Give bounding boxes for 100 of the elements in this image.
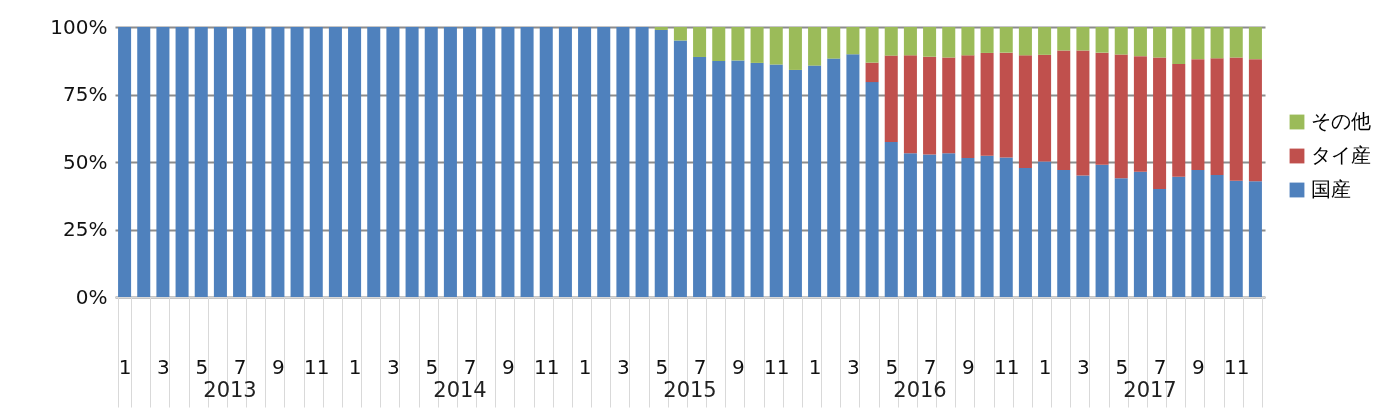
legend-label: タイ産 — [1311, 143, 1371, 167]
x-tick-label: 9 — [962, 354, 975, 379]
bar — [1133, 171, 1147, 297]
bar — [213, 27, 227, 297]
x-tick-label: 3 — [1077, 354, 1090, 379]
bar — [252, 27, 266, 297]
bar — [1114, 54, 1128, 179]
bar — [712, 61, 726, 297]
bar — [846, 54, 860, 297]
bar — [1076, 27, 1090, 51]
bar — [578, 27, 592, 297]
bar — [654, 29, 668, 297]
bar — [558, 27, 572, 297]
bar — [1210, 27, 1224, 59]
x-tick-label: 1 — [1038, 354, 1052, 379]
bar — [1153, 57, 1167, 189]
bar — [1229, 180, 1243, 297]
bar — [635, 27, 649, 297]
bar — [1248, 27, 1262, 60]
x-tick-label: 11 — [304, 354, 330, 379]
bar — [1076, 50, 1090, 176]
x-tick-label: 3 — [387, 354, 400, 379]
bar — [1248, 59, 1262, 182]
bar — [750, 27, 764, 63]
bar — [1153, 189, 1167, 297]
bar — [194, 27, 208, 297]
x-tick-label: 1 — [578, 354, 592, 379]
bar — [1018, 55, 1032, 168]
x-tick-label: 9 — [1192, 354, 1205, 379]
x-tick-label: 7 — [923, 354, 937, 379]
y-tick-label: 100% — [50, 14, 108, 39]
bar — [961, 157, 975, 297]
bar — [1191, 27, 1205, 60]
bar — [118, 27, 132, 297]
bar — [884, 55, 898, 143]
bar — [1038, 54, 1052, 162]
bar — [884, 27, 898, 56]
x-tick-label: 7 — [233, 354, 247, 379]
bar — [367, 27, 381, 297]
bar — [1210, 58, 1224, 175]
bar — [980, 155, 994, 297]
bar — [1153, 27, 1167, 58]
text: 2014 — [432, 378, 488, 402]
bar — [1172, 27, 1186, 64]
bar — [271, 27, 285, 297]
bar — [942, 153, 956, 297]
bar — [1229, 27, 1243, 58]
bar — [1172, 176, 1186, 297]
bar — [769, 64, 783, 297]
bar — [1248, 181, 1262, 297]
bar — [827, 27, 841, 59]
bar — [788, 27, 802, 70]
x-tick-label: 5 — [1115, 354, 1129, 379]
bar — [961, 55, 975, 158]
bar — [1076, 175, 1090, 297]
bar — [1018, 167, 1032, 297]
x-tick-label: 1 — [348, 354, 362, 379]
x-tick-label: 5 — [885, 354, 899, 379]
bar — [999, 52, 1013, 158]
bar — [654, 27, 668, 30]
bar — [1095, 27, 1109, 53]
bar — [1114, 178, 1128, 297]
x-tick-label: 9 — [272, 354, 285, 379]
bar — [309, 27, 323, 297]
bar — [443, 27, 457, 297]
bar — [1114, 27, 1128, 55]
x-tick-label: 11 — [764, 354, 790, 379]
bar — [1057, 27, 1071, 51]
bar — [386, 27, 400, 297]
bar — [673, 40, 687, 297]
x-tick-label: 11 — [1224, 354, 1250, 379]
text: 2015 — [662, 378, 718, 402]
bar — [693, 27, 707, 57]
bar — [808, 27, 822, 66]
bar — [137, 27, 151, 297]
bar — [1095, 52, 1109, 165]
bar — [463, 27, 477, 297]
bar — [1133, 27, 1147, 57]
x-tick-label: 11 — [534, 354, 560, 379]
bar — [788, 69, 802, 297]
bar — [731, 27, 745, 61]
bar — [1210, 174, 1224, 297]
x-tick-label: 7 — [693, 354, 707, 379]
bar — [827, 58, 841, 297]
x-tick-label: 11 — [994, 354, 1020, 379]
text: 2017 — [1122, 378, 1178, 402]
bar — [1191, 170, 1205, 297]
bar — [961, 27, 975, 56]
bar — [903, 27, 917, 56]
text: 2016 — [892, 378, 948, 402]
x-tick-label: 9 — [502, 354, 515, 379]
bar — [942, 57, 956, 154]
bar — [290, 27, 304, 297]
bar — [1057, 170, 1071, 297]
bar — [348, 27, 362, 297]
bar — [865, 82, 879, 297]
bar — [942, 27, 956, 58]
text: 2013 — [202, 378, 258, 402]
bar — [233, 27, 247, 297]
x-tick-label: 9 — [732, 354, 745, 379]
